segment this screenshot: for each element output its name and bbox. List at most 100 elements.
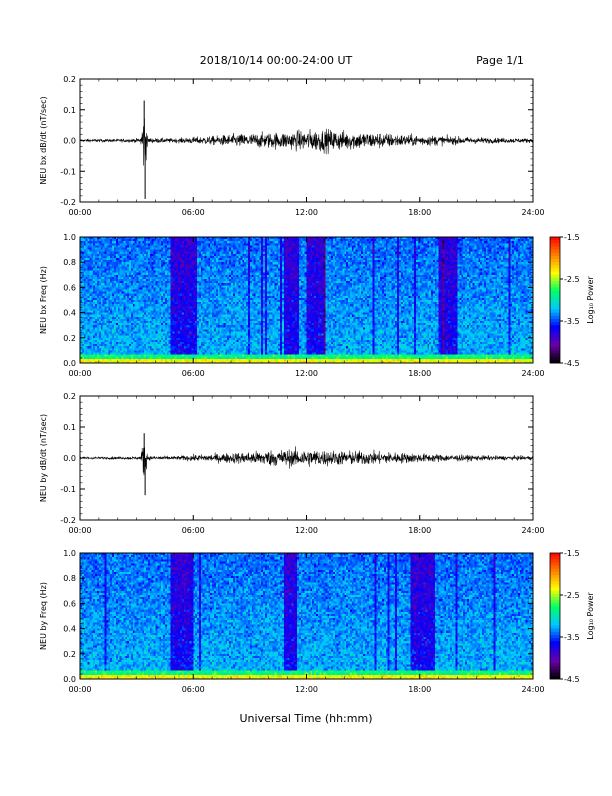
spectrogram-cell: [197, 355, 199, 357]
spectrogram-cell: [144, 269, 146, 271]
spectrogram-cell: [129, 243, 131, 245]
spectrogram-cell: [199, 281, 201, 283]
spectrogram-cell: [222, 332, 224, 334]
spectrogram-cell: [193, 336, 195, 338]
spectrogram-cell: [206, 266, 208, 268]
spectrogram-cell: [167, 311, 169, 313]
spectrogram-cell: [108, 279, 110, 281]
spectrogram-cell: [88, 323, 90, 325]
spectrogram-cell: [103, 340, 105, 342]
spectrogram-cell: [120, 323, 122, 325]
spectrogram-cell: [210, 353, 212, 355]
spectrogram-cell: [120, 262, 122, 264]
spectrogram-cell: [205, 248, 207, 250]
spectrogram-cell: [174, 329, 176, 331]
spectrogram-cell: [193, 243, 195, 245]
spectrogram-cell: [95, 266, 97, 268]
spectrogram-cell: [171, 287, 173, 289]
spectrogram-cell: [93, 308, 95, 310]
spectrogram-cell: [148, 271, 150, 273]
spectrogram-cell: [127, 271, 129, 273]
spectrogram-cell: [229, 258, 231, 260]
spectrogram-cell: [161, 250, 163, 252]
spectrogram-cell: [82, 359, 84, 361]
spectrogram-cell: [184, 296, 186, 298]
spectrogram-cell: [180, 319, 182, 321]
spectrogram-cell: [231, 296, 233, 298]
spectrogram-cell: [206, 340, 208, 342]
spectrogram-cell: [139, 290, 141, 292]
spectrogram-cell: [165, 348, 167, 350]
spectrogram-cell: [103, 313, 105, 315]
spectrogram-cell: [125, 258, 127, 260]
spectrogram-cell: [112, 350, 114, 352]
spectrogram-cell: [216, 336, 218, 338]
spectrogram-cell: [180, 350, 182, 352]
spectrogram-cell: [195, 254, 197, 256]
spectrogram-cell: [103, 296, 105, 298]
spectrogram-cell: [99, 327, 101, 329]
spectrogram-cell: [108, 290, 110, 292]
spectrogram-cell: [157, 332, 159, 334]
spectrogram-cell: [84, 329, 86, 331]
spectrogram-cell: [91, 290, 93, 292]
spectrogram-cell: [139, 294, 141, 296]
spectrogram-cell: [174, 262, 176, 264]
spectrogram-cell: [139, 325, 141, 327]
spectrogram-cell: [227, 256, 229, 258]
spectrogram-cell: [171, 264, 173, 266]
spectrogram-cell: [212, 285, 214, 287]
spectrogram-cell: [176, 256, 178, 258]
spectrogram-cell: [110, 304, 112, 306]
spectrogram-cell: [193, 266, 195, 268]
spectrogram-cell: [131, 290, 133, 292]
spectrogram-cell: [205, 290, 207, 292]
spectrogram-cell: [227, 319, 229, 321]
spectrogram-cell: [189, 306, 191, 308]
spectrogram-cell: [129, 327, 131, 329]
spectrogram-cell: [182, 243, 184, 245]
spectrogram-cell: [131, 285, 133, 287]
spectrogram-cell: [88, 304, 90, 306]
spectrogram-cell: [114, 292, 116, 294]
spectrogram-cell: [231, 285, 233, 287]
spectrogram-cell: [95, 262, 97, 264]
spectrogram-cell: [106, 290, 108, 292]
spectrogram-cell: [222, 355, 224, 357]
spectrogram-cell: [110, 315, 112, 317]
spectrogram-cell: [161, 277, 163, 279]
spectrogram-cell: [93, 302, 95, 304]
spectrogram-cell: [120, 290, 122, 292]
spectrogram-cell: [216, 252, 218, 254]
spectrogram-cell: [129, 329, 131, 331]
spectrogram-cell: [116, 357, 118, 359]
spectrogram-cell: [195, 266, 197, 268]
spectrogram-cell: [176, 327, 178, 329]
spectrogram-cell: [184, 258, 186, 260]
spectrogram-cell: [103, 350, 105, 352]
spectrogram-cell: [199, 260, 201, 262]
spectrogram-cell: [89, 315, 91, 317]
spectrogram-cell: [220, 250, 222, 252]
spectrogram-cell: [220, 321, 222, 323]
spectrogram-cell: [216, 256, 218, 258]
spectrogram-cell: [93, 262, 95, 264]
spectrogram-cell: [169, 250, 171, 252]
spectrogram-cell: [139, 319, 141, 321]
spectrogram-cell: [171, 325, 173, 327]
spectrogram-cell: [169, 260, 171, 262]
spectrogram-cell: [195, 336, 197, 338]
spectrogram-cell: [146, 287, 148, 289]
spectrogram-cell: [154, 250, 156, 252]
spectrogram-cell: [212, 296, 214, 298]
spectrogram-cell: [218, 323, 220, 325]
spectrogram-cell: [93, 338, 95, 340]
spectrogram-cell: [88, 252, 90, 254]
spectrogram-cell: [152, 344, 154, 346]
spectrogram-cell: [129, 245, 131, 247]
spectrogram-cell: [137, 290, 139, 292]
spectrogram-cell: [137, 264, 139, 266]
spectrogram-cell: [182, 262, 184, 264]
spectrogram-cell: [178, 294, 180, 296]
spectrogram-cell: [188, 338, 190, 340]
